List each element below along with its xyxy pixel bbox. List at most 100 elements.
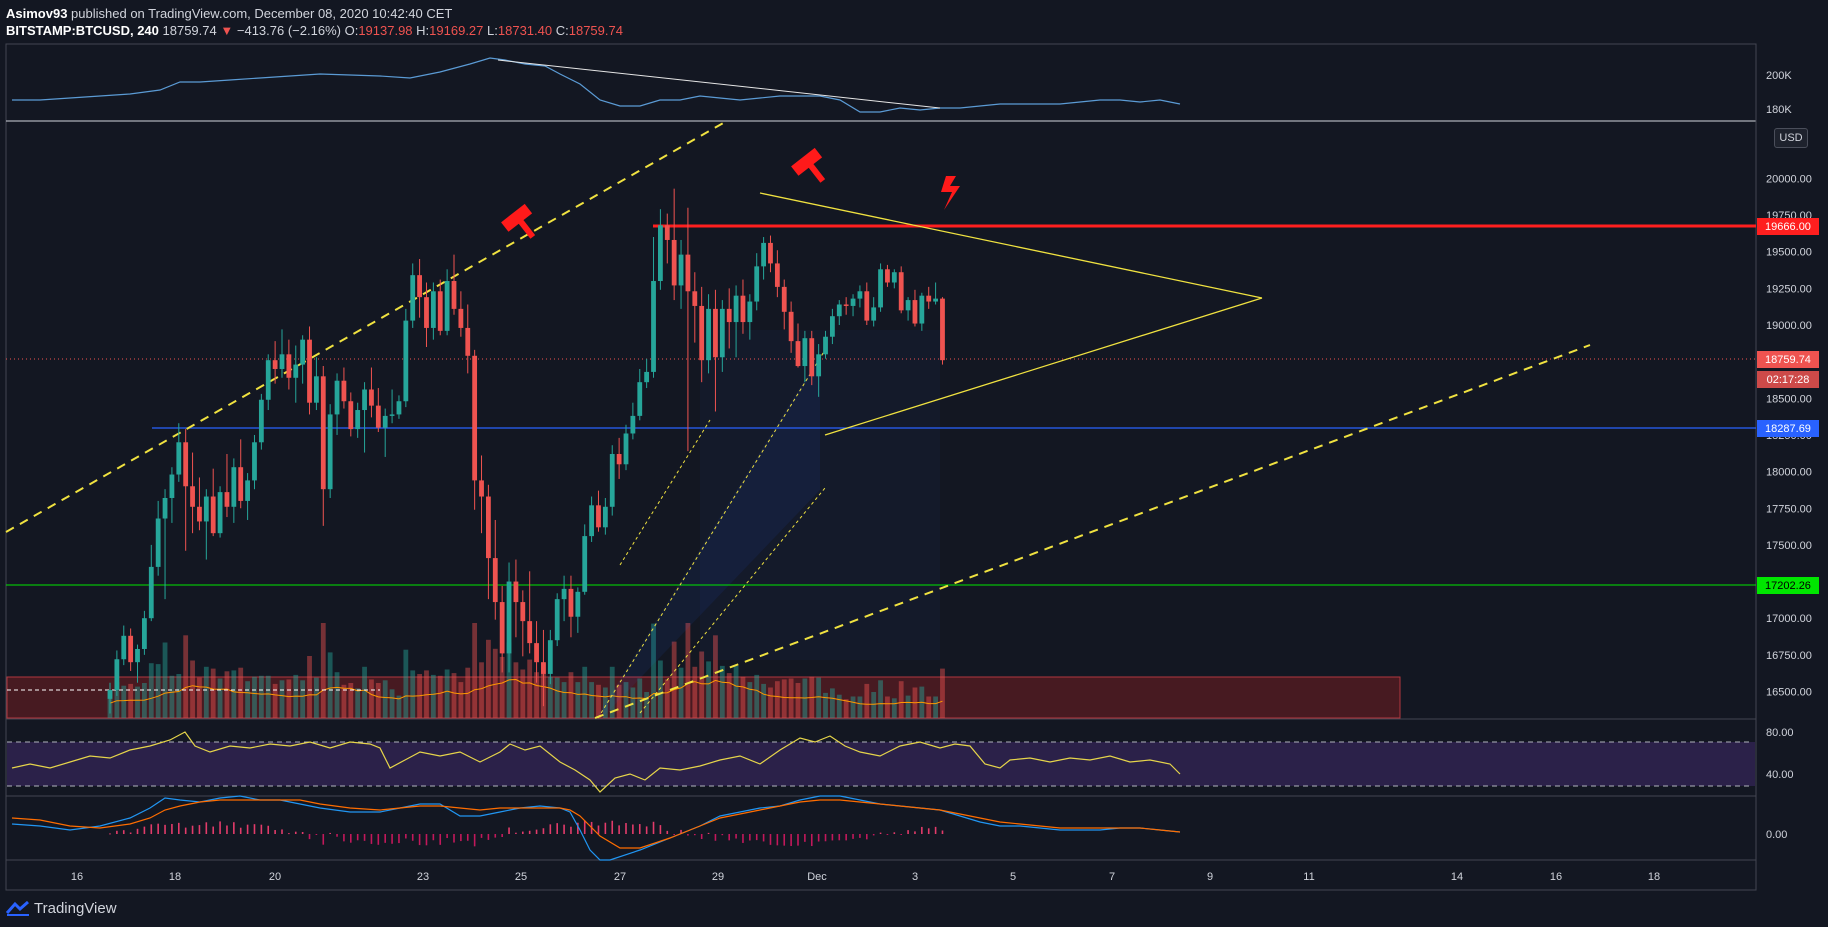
candle-body (183, 442, 189, 487)
candle (135, 644, 140, 683)
candle-body (293, 364, 299, 378)
macd-hist-bar (384, 834, 386, 843)
volume-bars (107, 623, 945, 718)
price-tick-label: 20000.00 (1766, 173, 1812, 185)
macd-hist-bar (921, 826, 923, 834)
macd-hist-bar (274, 830, 276, 834)
brand-label[interactable]: TradingView (34, 900, 117, 917)
macd-hist-bar (322, 834, 325, 845)
macd-hist-bar (260, 824, 263, 834)
macd-hist-bar (577, 822, 579, 834)
volume-bar (830, 688, 835, 718)
candle-body (162, 497, 168, 519)
triangle-upper-line[interactable] (759, 192, 1263, 299)
signal-line (11, 799, 1181, 849)
time-tick-label: 23 (417, 871, 429, 883)
macd-hist-bar (790, 834, 792, 846)
volume-bar (307, 656, 312, 718)
candle-body (596, 505, 601, 528)
macd-hist-bar (886, 834, 889, 836)
candles[interactable] (107, 188, 945, 714)
volume-bar (871, 692, 877, 718)
down-arrow-icon: ▼ (220, 23, 234, 38)
candle (541, 629, 546, 707)
candle-body (699, 305, 705, 361)
time-tick-label: 16 (71, 871, 83, 883)
candle-body (437, 291, 443, 331)
candle (719, 300, 725, 372)
candle (355, 402, 361, 438)
obv-pane: 200K 180K (12, 57, 1792, 116)
currency-button[interactable]: USD (1774, 128, 1808, 148)
candle (320, 366, 326, 526)
candle-body (224, 492, 230, 507)
candle (795, 323, 801, 368)
candle-body (121, 635, 127, 660)
time-axis[interactable]: 16 18 20 23 25 27 29 Dec 3 5 7 9 11 14 16 18 (71, 871, 1660, 883)
candle-body (891, 272, 897, 283)
candle-body (740, 295, 746, 323)
candle-body (768, 242, 773, 264)
volume-bar (740, 676, 746, 718)
volume-bar (520, 669, 526, 718)
upper-channel-trendline[interactable] (5, 121, 726, 533)
macd-hist-bar (666, 830, 669, 834)
volume-bar (382, 680, 388, 718)
volume-bar (768, 687, 773, 718)
candle-body (575, 591, 581, 617)
candle-body (905, 300, 911, 311)
candle (671, 188, 677, 301)
volume-bar (210, 668, 216, 718)
volume-bar (128, 683, 134, 718)
last-price: 18759.74 (162, 23, 217, 38)
price-axis[interactable]: 20000.0019750.0019500.0019250.0019000.00… (1766, 173, 1812, 698)
candle (596, 490, 601, 532)
time-tick-label: 20 (269, 871, 281, 883)
candle-body (506, 581, 512, 654)
time-tick-label: 16 (1550, 871, 1562, 883)
candle (417, 259, 422, 318)
candle (107, 682, 113, 714)
candle-body (761, 242, 766, 267)
macd-hist-bar (315, 834, 318, 835)
rsi-line (11, 731, 1181, 793)
symbol-label[interactable]: BITSTAMP:BTCUSD, 240 (6, 23, 159, 38)
candle (513, 559, 519, 638)
open-value: 19137.98 (358, 23, 413, 38)
volume-bar (781, 679, 787, 718)
candle (334, 373, 340, 435)
candle (713, 289, 718, 412)
macd-hist-bar (508, 827, 510, 834)
price-tick-label: 16750.00 (1766, 650, 1812, 662)
candle-body (926, 295, 932, 302)
candle-body (279, 354, 285, 369)
candle-body (272, 360, 278, 369)
price-tick-label: 18500.00 (1766, 393, 1812, 405)
volume-bar (678, 667, 684, 718)
candle (623, 424, 629, 471)
lower-channel-trendline[interactable] (594, 344, 1591, 719)
time-tick-label: 25 (515, 871, 527, 883)
macd-hist-bar (762, 834, 765, 842)
price-tick-label: 19000.00 (1766, 320, 1812, 332)
resistance-price-text: 19666.00 (1765, 221, 1811, 233)
candle-body (719, 308, 725, 358)
macd-hist-bar (122, 830, 125, 834)
rsi-band (7, 742, 1755, 786)
candle (210, 468, 216, 537)
candle (740, 279, 746, 334)
author-name[interactable]: Asimov93 (6, 6, 68, 21)
candle (382, 408, 388, 457)
macd-hist-bar (680, 829, 682, 834)
candle (492, 519, 498, 620)
candle (245, 473, 250, 520)
triangle-lower-line[interactable] (824, 297, 1263, 436)
macd-hist-bar (632, 824, 634, 834)
candle (781, 279, 787, 330)
volume-bar (940, 668, 945, 718)
candle-body (499, 602, 505, 654)
candle-body (582, 536, 588, 592)
candle-body (885, 269, 890, 283)
candle (307, 326, 312, 415)
